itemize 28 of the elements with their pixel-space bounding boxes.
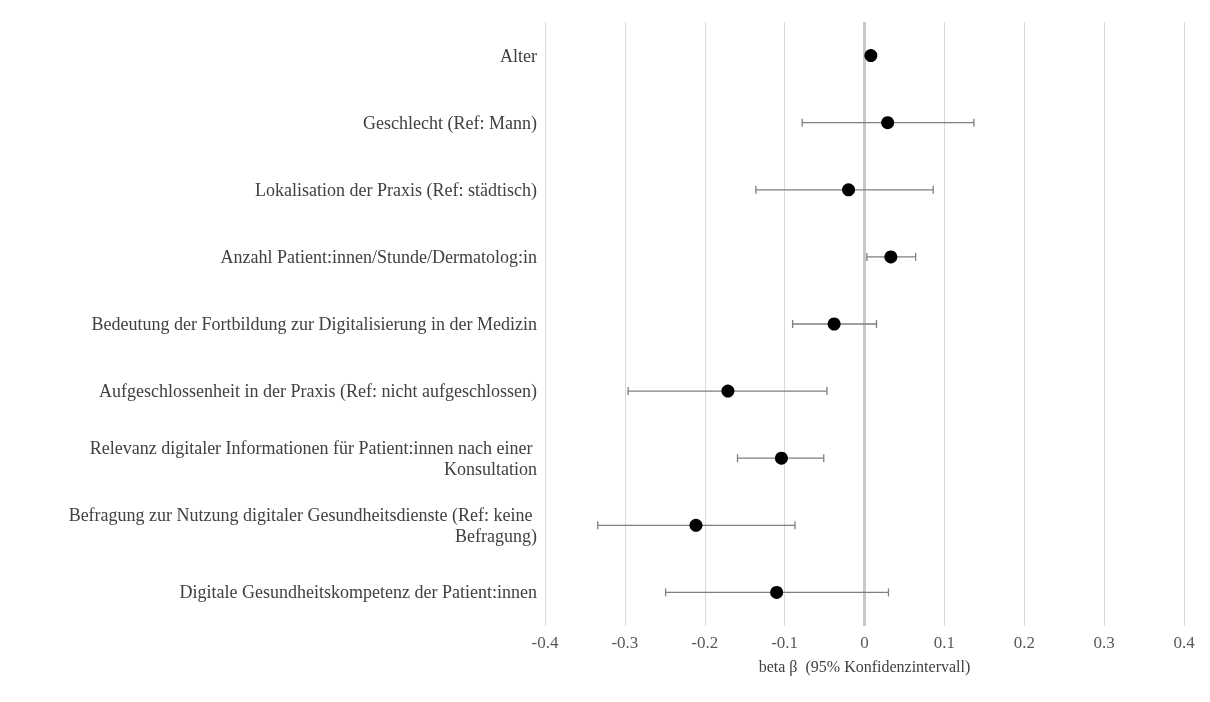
y-tick-label: Geschlecht (Ref: Mann) — [363, 112, 537, 134]
x-tick-label: -0.4 — [531, 633, 559, 652]
point — [864, 49, 878, 63]
x-tick-label: -0.1 — [771, 633, 799, 652]
y-tick-label: Anzahl Patient:innen/Stunde/Dermatolog:in — [220, 246, 537, 267]
point — [689, 518, 703, 532]
x-tick-label: 0.2 — [1013, 633, 1035, 652]
y-tick-label: Alter — [500, 45, 538, 66]
point — [842, 183, 856, 197]
y-tick-label: Befragung zur Nutzung digitaler Gesundheitsdienste (Ref: keine Befragung) — [68, 504, 537, 547]
x-tick-label: 0 — [860, 633, 869, 652]
y-tick-label: Lokalisation der Praxis (Ref: städtisch) — [255, 179, 537, 201]
point — [721, 384, 735, 398]
y-tick-label: Relevanz digitaler Informationen für Patient:innen nach einer Konsultation — [89, 437, 537, 479]
point — [884, 250, 898, 264]
y-tick-label: Digitale Gesundheitskompetenz der Patient:innen — [179, 582, 537, 603]
y-tick-label: Bedeutung der Fortbildung zur Digitalisierung in der Medizin — [91, 314, 537, 334]
x-tick-label: 0.1 — [933, 633, 955, 652]
point — [827, 317, 841, 331]
point — [881, 116, 895, 130]
point — [774, 451, 788, 465]
x-tick-label: -0.3 — [611, 633, 639, 652]
point — [770, 585, 784, 599]
x-axis-title: beta β (95% Konfidenzintervall) — [758, 657, 971, 676]
x-tick-label: 0.4 — [1173, 633, 1196, 652]
x-tick-label: 0.3 — [1093, 633, 1115, 652]
y-tick-label: Aufgeschlossenheit in der Praxis (Ref: nicht aufgeschlossen) — [99, 381, 537, 403]
x-tick-label: -0.2 — [691, 633, 719, 652]
